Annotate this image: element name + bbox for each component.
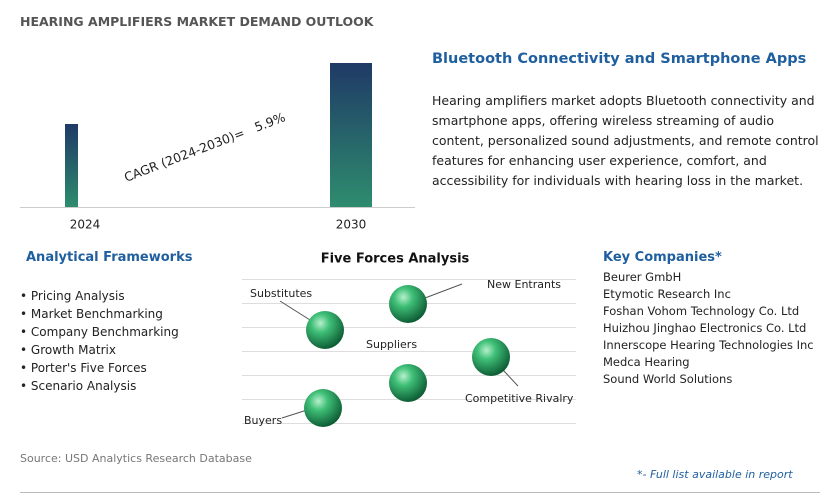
companies-title: Key Companies* [603, 250, 722, 265]
list-item: Scenario Analysis [20, 377, 179, 395]
list-item: Market Benchmarking [20, 305, 179, 323]
footnote: *- Full list available in report [637, 468, 793, 481]
list-item: Growth Matrix [20, 341, 179, 359]
frameworks-list: Pricing AnalysisMarket BenchmarkingCompa… [20, 287, 179, 395]
force-label: Substitutes [250, 287, 312, 300]
force-label: Suppliers [366, 338, 417, 351]
list-item: Foshan Vohom Technology Co. Ltd [603, 304, 800, 318]
force-label: Competitive Rivalry [465, 392, 574, 405]
five-forces-diagram: Substitutes New Entrants Suppliers Compe… [242, 252, 576, 427]
force-spheres [304, 285, 510, 427]
companies-list: Beurer GmbH Etymotic Research Inc Foshan V… [603, 269, 814, 388]
list-item: Porter's Five Forces [20, 359, 179, 377]
five-forces-title: Five Forces Analysis [321, 252, 470, 267]
bar [330, 63, 372, 207]
list-item: Etymotic Research Inc [603, 287, 731, 301]
list-item: Medca Hearing [603, 355, 690, 369]
force-label: New Entrants [487, 278, 561, 291]
source: Source: USD Analytics Research Database [20, 452, 252, 465]
page-title: HEARING AMPLIFIERS MARKET DEMAND OUTLOOK [20, 14, 374, 29]
list-item: Innerscope Hearing Technologies Inc [603, 338, 814, 352]
description-body: Hearing amplifiers market adopts Bluetoo… [432, 93, 819, 188]
list-item: Company Benchmarking [20, 323, 179, 341]
x-tick-label: 2030 [336, 218, 367, 232]
bar [65, 124, 78, 207]
cagr-annotation: CAGR (2024-2030)= 5.9% [122, 109, 288, 184]
description-title: Bluetooth Connectivity and Smartphone Ap… [432, 51, 807, 67]
leader-lines [279, 283, 519, 419]
list-item: Beurer GmbH [603, 270, 682, 284]
list-item: Pricing Analysis [20, 287, 179, 305]
list-item: Sound World Solutions [603, 372, 733, 386]
force-label: Buyers [244, 414, 282, 427]
x-tick-label: 2024 [70, 218, 101, 232]
list-item: Huizhou Jinghao Electronics Co. Ltd [603, 321, 807, 335]
frameworks-title: Analytical Frameworks [26, 250, 193, 265]
